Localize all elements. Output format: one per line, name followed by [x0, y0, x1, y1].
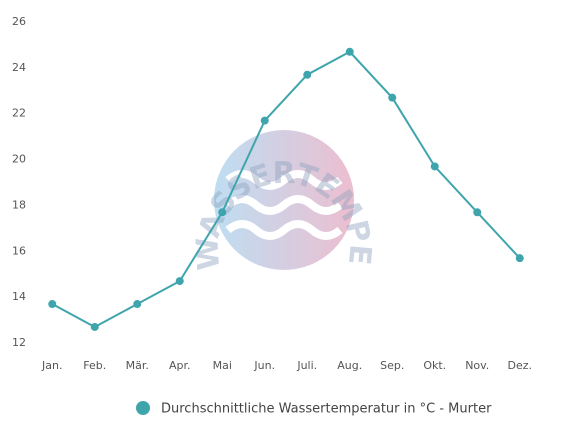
x-tick-label: Apr. — [169, 359, 191, 372]
data-point — [260, 116, 269, 125]
legend-label: Durchschnittliche Wassertemperatur in °C… — [161, 402, 492, 417]
y-tick-label: 22 — [12, 107, 26, 120]
x-tick-label: Juli. — [296, 359, 317, 372]
x-tick-label: Aug. — [337, 359, 362, 372]
data-point — [473, 208, 482, 217]
y-tick-label: 24 — [12, 61, 26, 74]
y-tick-label: 26 — [12, 15, 26, 28]
y-tick-label: 14 — [12, 290, 26, 303]
data-point — [133, 300, 142, 309]
y-tick-label: 12 — [12, 336, 26, 349]
y-tick-label: 20 — [12, 153, 26, 166]
x-tick-label: Feb. — [83, 359, 106, 372]
data-point — [175, 277, 184, 286]
data-line — [51, 50, 521, 329]
data-point — [345, 47, 354, 56]
data-point — [303, 70, 312, 79]
x-tick-label: Dez. — [507, 359, 532, 372]
data-point — [48, 300, 57, 309]
data-point — [388, 93, 397, 102]
data-point — [90, 322, 99, 331]
y-tick-label: 18 — [12, 198, 26, 211]
x-tick-label: Mai — [213, 359, 232, 372]
x-tick-label: Nov. — [465, 359, 489, 372]
x-tick-label: Jan. — [41, 359, 62, 372]
x-tick-label: Sep. — [380, 359, 404, 372]
x-tick-label: Okt. — [423, 359, 446, 372]
legend-marker — [136, 401, 150, 415]
data-point — [515, 254, 524, 263]
y-tick-label: 16 — [12, 244, 26, 257]
data-point — [430, 162, 439, 171]
data-point — [218, 208, 227, 217]
x-tick-label: Jun. — [253, 359, 275, 372]
watermark-waves — [225, 170, 343, 240]
watermark: WASSERTEMPERATUR.ORG — [0, 0, 376, 271]
x-tick-label: Mär. — [126, 359, 149, 372]
